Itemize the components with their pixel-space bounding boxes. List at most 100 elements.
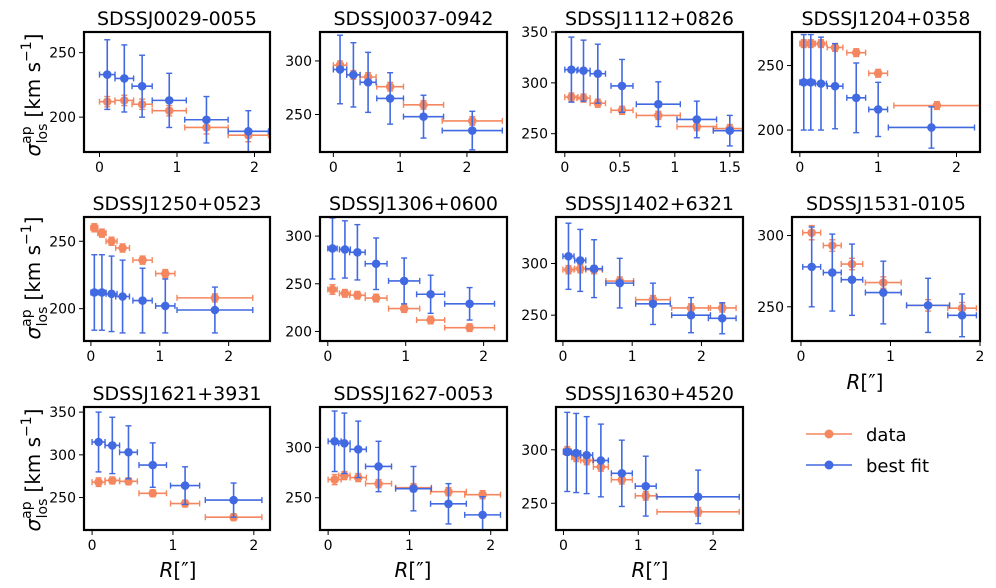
x-tick-label: 2 [976,349,985,365]
x-tick-label: 1 [396,160,405,176]
point-marker [957,311,967,320]
data-point [868,68,889,78]
y-tick-label: 300 [285,440,312,456]
point-marker [582,450,591,460]
x-tick-label: 1 [401,349,410,365]
y-tick-label: 200 [757,123,784,139]
point-marker [371,259,381,269]
point-marker [654,99,663,109]
y-tick-label: 250 [521,308,548,324]
point-marker [692,115,702,124]
y-axis-label-row-1: σaplos[km s−1] [19,33,51,156]
data-point [97,228,107,238]
x-axis-label-panel-8: R[″] [847,370,884,394]
y-axis-label-text: σaplos[km s−1] [19,33,51,156]
panel-10: SDSSJ1627-0053 0 1 2 250 300 [285,383,509,554]
point-marker [353,247,362,257]
legend-marker-data [824,429,834,439]
fit-point [387,257,421,305]
point-marker [923,301,933,310]
fit-point [394,465,433,512]
point-marker [137,81,147,91]
point-marker [210,305,220,315]
x-tick-label: 1 [168,538,177,554]
x-tick-label: 1 [874,160,883,176]
series-data [332,60,504,126]
legend-item-best-fit: best fit [806,456,929,477]
point-marker [328,285,337,294]
fit-point [592,423,610,498]
panel-frame [554,30,745,154]
series-data [327,470,502,500]
y-tick-label: 350 [49,405,76,421]
point-marker [575,256,585,265]
data-point [138,488,168,498]
point-marker [90,223,99,233]
point-marker [564,251,573,261]
panel-title: SDSSJ1531-0105 [806,193,966,215]
point-marker [118,243,127,253]
data-point [105,236,118,247]
panel-title: SDSSJ1621+3931 [92,383,261,405]
point-marker [180,481,190,490]
fit-point [97,254,107,331]
y-tick-label: 300 [521,257,548,273]
x-tick-label: 0 [323,349,332,365]
point-marker [932,101,942,110]
y-tick-label: 200 [49,302,76,318]
point-marker [807,262,816,272]
fit-point [114,44,135,113]
fit-point [154,278,176,334]
data-point [415,315,446,325]
panel-plot-area [564,36,743,147]
point-marker [108,441,117,450]
x-tick-label: 2 [462,160,471,176]
point-marker [330,436,339,446]
point-marker [349,70,358,80]
x-axis-label-panel-10: R[″] [395,558,432,582]
y-tick-label: 250 [49,234,76,250]
y-tick-label: 250 [757,59,784,75]
panel-6: SDSSJ1306+0600 0 1 2 200 250 300 [285,193,509,365]
y-axis-label-text: σaplos[km s−1] [19,408,51,531]
fit-point [712,114,743,147]
point-marker [160,301,170,311]
fit-point [802,226,822,308]
point-marker [444,499,453,509]
panel-plot-area [90,223,254,334]
fit-point [98,39,116,111]
fit-point [104,416,121,475]
point-marker [467,126,477,135]
y-tick-label: 300 [285,229,312,245]
point-marker [851,48,861,57]
y-tick-label: 350 [521,25,548,41]
fit-point [132,267,153,334]
point-marker [108,476,117,485]
x-tick-label: 1.5 [719,160,741,176]
fit-point [585,239,604,299]
fit-point [799,33,809,131]
fit-point [868,81,889,138]
panel-plot-area [562,411,740,525]
data-point [846,48,867,58]
point-marker [374,462,383,471]
fit-point [443,286,496,321]
fit-point [327,217,338,280]
point-marker [816,79,826,88]
panel-title: SDSSJ1627-0053 [334,383,494,405]
series-best-fit [799,33,976,149]
panel-plot-area [91,411,263,522]
legend-label-data: data [866,425,907,446]
legend-item-data: data [806,425,907,446]
series-best-fit [98,39,270,152]
point-marker [244,127,253,136]
y-tick-label: 250 [49,491,76,507]
fit-point [562,411,572,493]
x-tick-label: 0 [795,160,804,176]
fit-point [887,106,976,149]
point-marker [363,78,373,87]
fit-point [571,412,582,494]
point-marker [806,78,816,87]
x-tick-label: 2 [697,349,706,365]
